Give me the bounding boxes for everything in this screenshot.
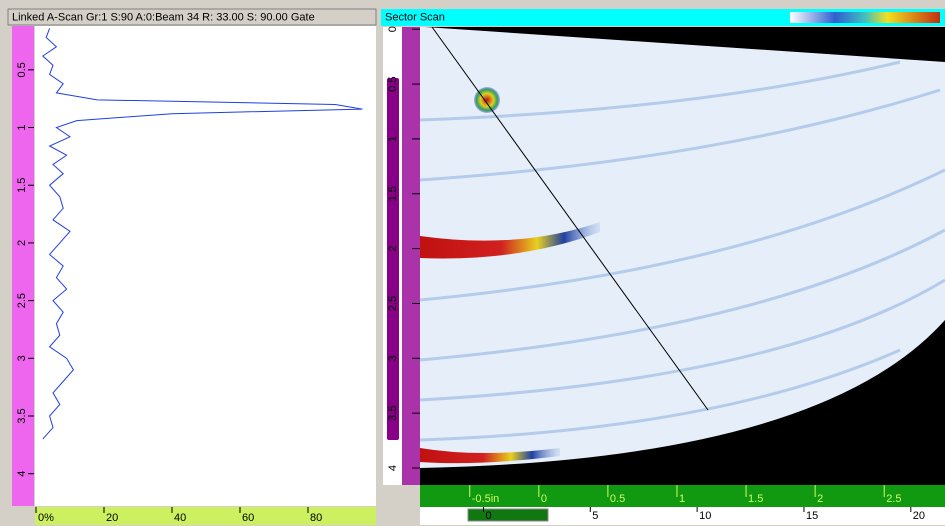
amplitude-axis-strip <box>35 507 376 525</box>
depth-tick-label: 0.5 <box>387 76 399 91</box>
ruler-tick-label: 0 <box>485 510 491 522</box>
depth-tick-label: 1 <box>387 136 399 142</box>
depth-slider[interactable] <box>387 78 399 440</box>
y-tick-label: 2 <box>16 240 28 246</box>
x-tick-label: 40 <box>174 512 186 524</box>
x-tick-label: 0% <box>38 512 54 524</box>
y-tick-label: 3.5 <box>16 408 28 423</box>
depth-tick-label: 2.5 <box>387 296 399 311</box>
depth-axis-strip <box>12 26 34 506</box>
depth-tick-label: 4 <box>387 465 399 471</box>
y-tick-label: 1 <box>16 124 28 130</box>
depth-tick-label: 3 <box>387 355 399 361</box>
index-tick-label: 2.5 <box>886 493 901 505</box>
y-tick-label: 1.5 <box>16 178 28 193</box>
depth-tick-label: 0 <box>387 26 399 32</box>
index-tick-label: 0.5 <box>610 493 625 505</box>
y-tick-label: 3 <box>16 355 28 361</box>
index-tick-label: 1.5 <box>748 493 763 505</box>
y-tick-label: 0.5 <box>16 62 28 77</box>
ruler-tick-label: 10 <box>699 510 711 522</box>
y-tick-label: 2.5 <box>16 293 28 308</box>
x-tick-label: 60 <box>242 512 254 524</box>
depth-axis-strip <box>402 27 420 485</box>
index-tick-label: 0 <box>541 493 547 505</box>
color-scale <box>790 12 940 23</box>
index-tick-label: 2 <box>817 493 823 505</box>
depth-tick-label: 2 <box>387 246 399 252</box>
ascan-title: Linked A-Scan Gr:1 S:90 A:0:Beam 34 R: 3… <box>12 11 315 23</box>
ruler-tick-label: 20 <box>913 510 925 522</box>
depth-tick-label: 3.5 <box>387 406 399 421</box>
ruler-tick-label: 15 <box>806 510 818 522</box>
index-tick-label: 1 <box>679 493 685 505</box>
sector-title: Sector Scan <box>385 11 445 23</box>
ruler-tick-label: 5 <box>592 510 598 522</box>
x-tick-label: 80 <box>310 512 322 524</box>
screen: Linked A-Scan Gr:1 S:90 A:0:Beam 34 R: 3… <box>0 0 945 526</box>
index-tick-label: -0.5in <box>472 493 500 505</box>
y-tick-label: 4 <box>16 471 28 477</box>
x-tick-label: 20 <box>106 512 118 524</box>
ruler-slider[interactable] <box>468 509 548 521</box>
depth-tick-label: 1.5 <box>387 186 399 201</box>
